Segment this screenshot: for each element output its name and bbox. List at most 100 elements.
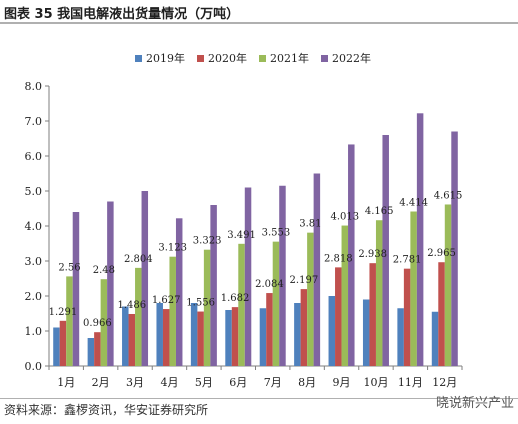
bar	[335, 267, 342, 366]
x-tick-label: 11月	[398, 376, 423, 389]
legend-swatch	[321, 55, 328, 62]
y-tick-label: 6.0	[25, 150, 43, 163]
legend-label: 2019年	[146, 51, 185, 65]
legend-swatch	[259, 55, 266, 62]
source-note: 资料来源：鑫椤资讯，华安证券研究所	[4, 403, 209, 417]
y-tick-label: 0.0	[25, 360, 43, 373]
x-tick-label: 3月	[126, 376, 144, 389]
bar	[341, 225, 349, 366]
bar	[59, 320, 67, 366]
bar	[431, 311, 439, 366]
y-tick-label: 3.0	[25, 255, 43, 268]
bar	[279, 185, 286, 366]
data-label: 4.615	[434, 190, 463, 201]
bar	[72, 212, 80, 366]
x-tick-label: 12月	[432, 376, 457, 389]
bar	[362, 299, 370, 366]
bar	[169, 256, 176, 366]
watermark: 晓说新兴产业	[435, 396, 514, 411]
bar	[231, 307, 239, 366]
bar	[397, 308, 404, 366]
x-tick-label: 6月	[229, 376, 247, 389]
x-tick-label: 4月	[160, 376, 178, 389]
bar	[272, 241, 280, 366]
bar	[225, 310, 232, 366]
bar	[259, 308, 267, 366]
bar	[382, 135, 389, 366]
bar	[53, 327, 60, 366]
bar	[190, 303, 198, 366]
bar	[203, 249, 211, 366]
x-tick-label: 5月	[195, 376, 213, 389]
data-label: 2.56	[58, 262, 80, 273]
bar	[135, 267, 142, 366]
data-label: 2.804	[124, 254, 153, 265]
x-tick-label: 1月	[57, 376, 75, 389]
data-label: 0.966	[83, 318, 112, 329]
data-label: 2.197	[290, 275, 319, 286]
bar	[369, 263, 376, 366]
data-label: 1.291	[49, 307, 78, 318]
data-label: 2.48	[93, 265, 115, 276]
bar	[328, 296, 336, 366]
data-label: 1.627	[152, 295, 181, 306]
data-label: 3.323	[193, 236, 222, 247]
bar	[141, 191, 149, 366]
y-tick-label: 2.0	[25, 290, 43, 303]
data-label: 2.818	[324, 253, 353, 264]
x-tick-label: 7月	[264, 376, 282, 389]
data-label: 2.781	[393, 255, 422, 266]
data-label: 1.486	[117, 300, 146, 311]
bar	[410, 211, 417, 366]
bar	[266, 293, 273, 366]
bar	[162, 309, 170, 366]
data-label: 3.491	[227, 230, 256, 241]
data-label: 4.414	[399, 198, 428, 209]
bar	[197, 311, 204, 366]
bar	[128, 313, 136, 366]
y-tick-label: 7.0	[25, 115, 43, 128]
bar	[210, 205, 217, 366]
x-tick-label: 9月	[333, 376, 351, 389]
bar	[244, 187, 252, 366]
data-label: 2.938	[358, 249, 387, 260]
data-label: 3.81	[299, 219, 321, 230]
data-label: 1.682	[221, 293, 250, 304]
bar	[313, 173, 321, 366]
title-divider	[0, 22, 518, 24]
bar	[348, 144, 355, 366]
bar	[107, 201, 114, 366]
legend-label: 2021年	[270, 51, 309, 65]
legend-label: 2022年	[332, 51, 371, 65]
bar	[156, 303, 163, 366]
bar	[238, 243, 245, 366]
data-label: 4.013	[330, 212, 359, 223]
y-tick-label: 8.0	[25, 80, 43, 93]
x-tick-label: 10月	[363, 376, 388, 389]
bar	[307, 232, 314, 366]
bar	[175, 218, 183, 366]
y-tick-label: 5.0	[25, 185, 43, 198]
bar	[403, 268, 411, 366]
bar	[444, 204, 452, 366]
bar	[294, 303, 301, 366]
bar	[375, 220, 383, 366]
bar	[451, 131, 458, 366]
x-tick-label: 2月	[92, 376, 110, 389]
legend-label: 2020年	[208, 51, 247, 65]
data-label: 4.165	[365, 206, 394, 217]
bar	[87, 338, 95, 366]
bar	[66, 276, 73, 366]
source-divider	[0, 398, 518, 399]
data-label: 2.084	[255, 279, 284, 290]
bar	[94, 332, 101, 366]
legend-swatch	[197, 55, 204, 62]
bar	[416, 113, 424, 366]
y-tick-label: 1.0	[25, 325, 43, 338]
title-bar: 图表 35 我国电解液出货量情况（万吨）	[0, 0, 518, 22]
bar	[438, 262, 445, 366]
x-tick-label: 8月	[298, 376, 316, 389]
page-title: 图表 35 我国电解液出货量情况（万吨）	[4, 7, 240, 22]
bar	[122, 306, 129, 366]
